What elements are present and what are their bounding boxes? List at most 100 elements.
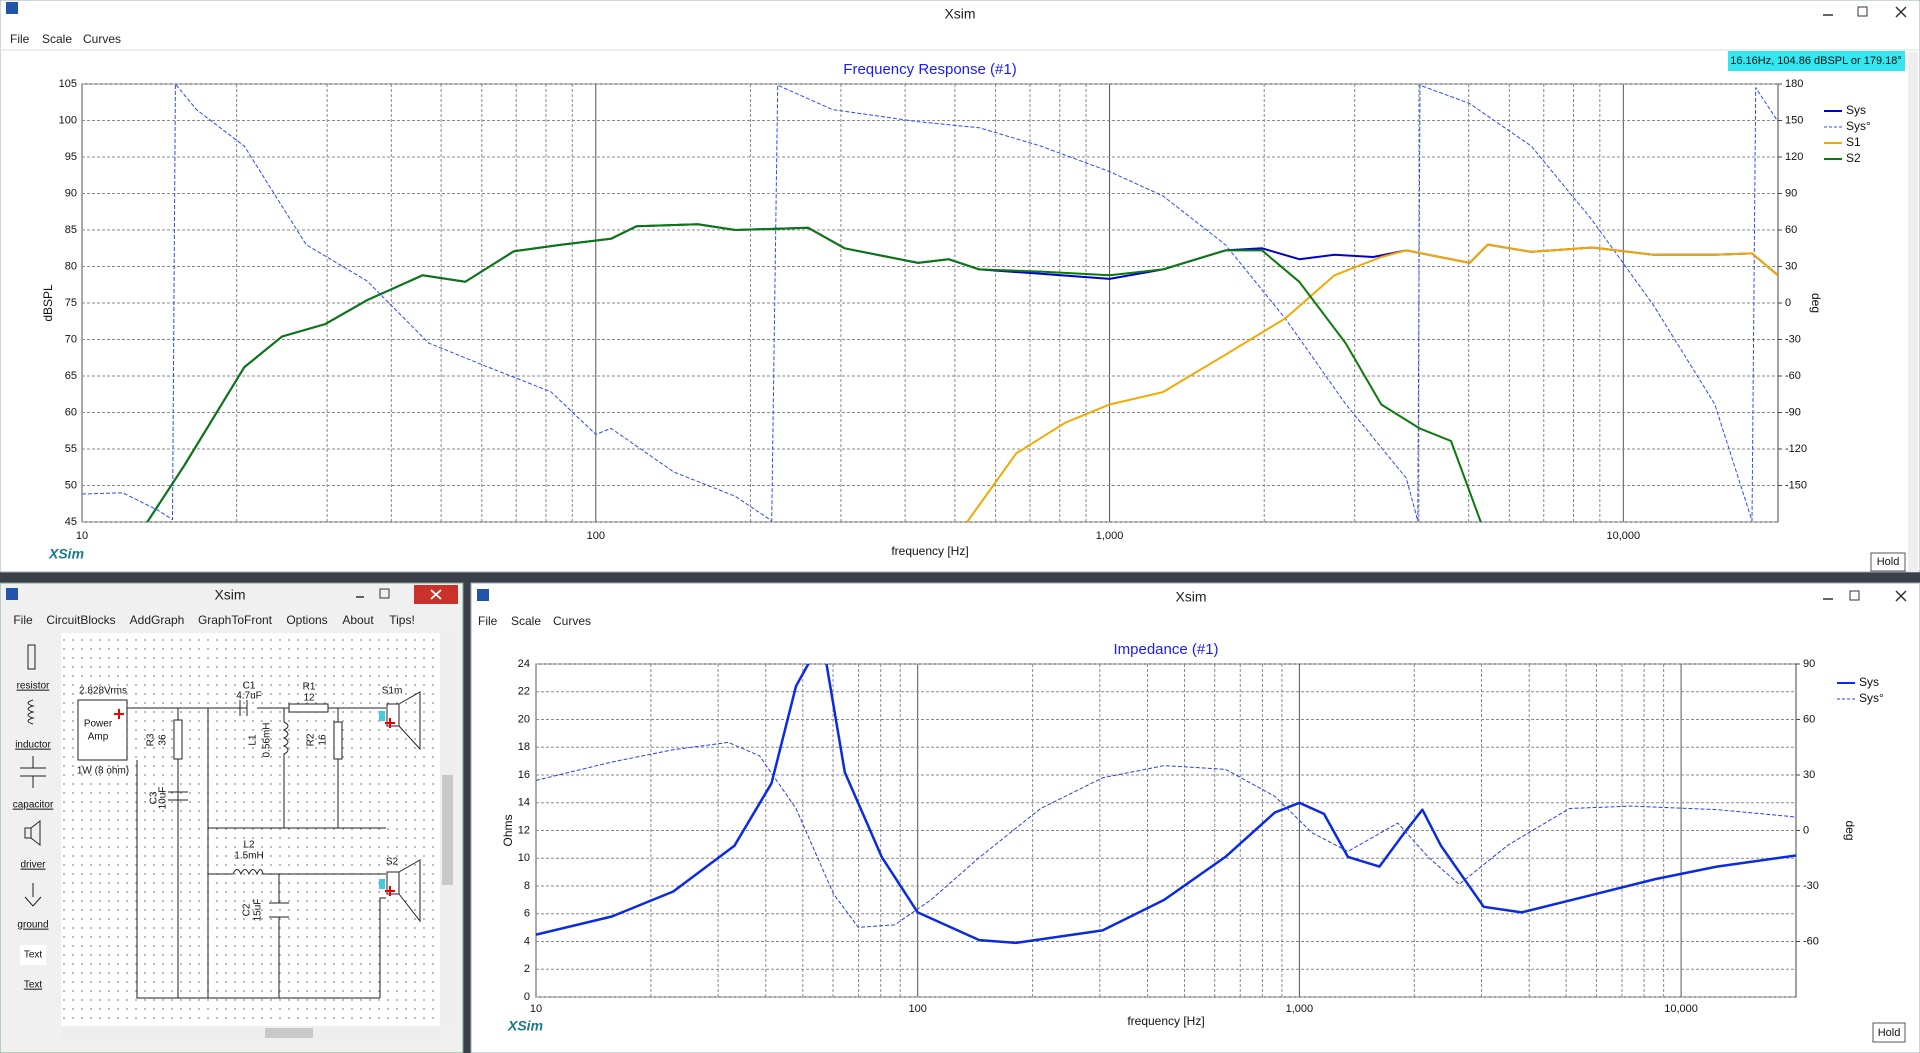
y2-tick-label: 30 — [1803, 769, 1815, 781]
capacitor-icon[interactable] — [20, 756, 46, 788]
palette — [20, 644, 46, 907]
y2-tick-label: -30 — [1803, 880, 1819, 892]
schematic-label: 2.828Vrms — [79, 686, 127, 697]
schematic-label: 36 — [158, 734, 169, 746]
app-icon — [6, 588, 18, 600]
x-tick-label: 10 — [76, 530, 88, 542]
y2-tick-label: -150 — [1785, 479, 1807, 491]
y-tick-label: 60 — [65, 406, 77, 418]
polarity-mark — [114, 709, 395, 896]
menu-item[interactable]: CircuitBlocks — [46, 613, 115, 627]
y-tick-label: 95 — [65, 151, 77, 163]
series-line — [146, 223, 1482, 522]
schematic-label: C3 — [149, 791, 160, 804]
y-tick-label: 55 — [65, 443, 77, 455]
palette-label[interactable]: Text — [24, 980, 43, 991]
palette-label[interactable]: resistor — [17, 681, 50, 692]
y-tick-label: 20 — [518, 713, 530, 725]
ground-icon[interactable] — [24, 883, 42, 907]
y-axis-title: dBSPL — [41, 284, 55, 322]
schematic-label: C1 — [243, 681, 256, 692]
y2-tick-label: 120 — [1785, 151, 1803, 163]
legend-label: Sys° — [1859, 691, 1884, 705]
palette-label[interactable]: driver — [20, 860, 46, 871]
menu-item[interactable]: About — [342, 613, 374, 627]
schematic-label: Amp — [88, 732, 109, 743]
series-line — [536, 741, 1796, 928]
menu-item[interactable]: File — [478, 614, 498, 628]
menu-item[interactable]: Scale — [511, 614, 541, 628]
schematic-label: L1 — [248, 734, 259, 746]
window-controls[interactable] — [1823, 590, 1907, 602]
text-tool-box[interactable] — [20, 945, 46, 965]
schematic-label: R1 — [303, 682, 316, 693]
hold-label[interactable]: Hold — [1878, 1027, 1901, 1039]
scrollbar[interactable] — [61, 1026, 440, 1040]
hold-button[interactable] — [1872, 1022, 1906, 1043]
scroll-thumb[interactable] — [442, 775, 453, 885]
menu-item[interactable]: AddGraph — [130, 613, 185, 627]
y-tick-label: 90 — [65, 187, 77, 199]
cursor-readout: 16.16Hz, 104.86 dBSPL or 179.18° — [1730, 55, 1902, 67]
palette-label[interactable]: capacitor — [13, 800, 54, 811]
series-line — [536, 664, 1796, 945]
y-tick-label: 10 — [518, 852, 530, 864]
inductor-icon[interactable] — [27, 699, 35, 725]
schematic-label: R3 — [146, 733, 157, 746]
hold-label[interactable]: Hold — [1877, 556, 1900, 568]
y2-tick-label: 150 — [1785, 114, 1803, 126]
charts: 10 100 1,000 10,000455055606570758085909510… — [41, 61, 1884, 1028]
y-tick-label: 2 — [524, 963, 530, 975]
driver-terminal — [379, 879, 385, 889]
schematic — [77, 691, 421, 999]
x-tick-label: 1,000 — [1096, 530, 1124, 542]
y2-tick-label: 180 — [1785, 78, 1803, 90]
hold-button[interactable] — [1870, 552, 1906, 572]
schematic-label: 4.7uF — [236, 691, 262, 702]
menu-item[interactable]: File — [13, 613, 33, 627]
chart-title: Frequency Response (#1) — [843, 61, 1016, 78]
y2-tick-label: 90 — [1803, 658, 1815, 670]
y-tick-label: 16 — [518, 769, 530, 781]
window-controls[interactable] — [1823, 6, 1907, 18]
circuit-window: Xsim File CircuitBlocks AddGraph GraphTo… — [0, 582, 464, 1053]
y2-tick-label: -120 — [1785, 443, 1807, 455]
schematic-label: 12 — [303, 693, 315, 704]
chart-title: Impedance (#1) — [1113, 641, 1218, 658]
driver-icon[interactable] — [24, 819, 41, 847]
menu-item[interactable]: GraphToFront — [198, 613, 273, 627]
canvas-grid — [61, 633, 440, 1026]
x-tick-label: 10 — [530, 1003, 542, 1015]
plot-lines — [536, 664, 1796, 945]
schematic-label: 1.5mH — [234, 851, 263, 862]
scroll-thumb[interactable] — [265, 1028, 313, 1038]
window-controls[interactable] — [356, 585, 458, 604]
palette-label[interactable]: Text — [24, 950, 43, 961]
menu-item[interactable]: Scale — [42, 32, 72, 46]
menu-item[interactable]: File — [10, 32, 30, 46]
y2-axis-title: deg — [1843, 820, 1857, 840]
menu-item[interactable]: Curves — [553, 614, 591, 628]
plot-lines — [82, 84, 1778, 522]
menu-item[interactable]: Tips! — [389, 613, 415, 627]
schematic-label: L2 — [243, 840, 255, 851]
x-axis-title: frequency [Hz] — [891, 544, 968, 558]
x-tick-label: 100 — [587, 530, 605, 542]
y2-tick-label: -30 — [1785, 333, 1801, 345]
menu-item[interactable]: Options — [286, 613, 327, 627]
x-tick-label: 1,000 — [1286, 1003, 1314, 1015]
app-icon — [477, 589, 489, 601]
scrollbar[interactable] — [1908, 52, 1918, 572]
palette-label[interactable]: inductor — [15, 740, 51, 751]
y-tick-label: 85 — [65, 224, 77, 236]
schematic-label: 0.56mH — [262, 722, 273, 757]
palette-label[interactable]: ground — [17, 920, 48, 931]
y2-tick-label: -90 — [1785, 406, 1801, 418]
y-tick-label: 12 — [518, 824, 530, 836]
resistor-icon[interactable] — [27, 644, 36, 670]
driver-terminal — [379, 711, 385, 721]
brand: XSim — [48, 546, 84, 562]
window-title: Xsim — [1175, 589, 1206, 605]
menu-item[interactable]: Curves — [83, 32, 121, 46]
